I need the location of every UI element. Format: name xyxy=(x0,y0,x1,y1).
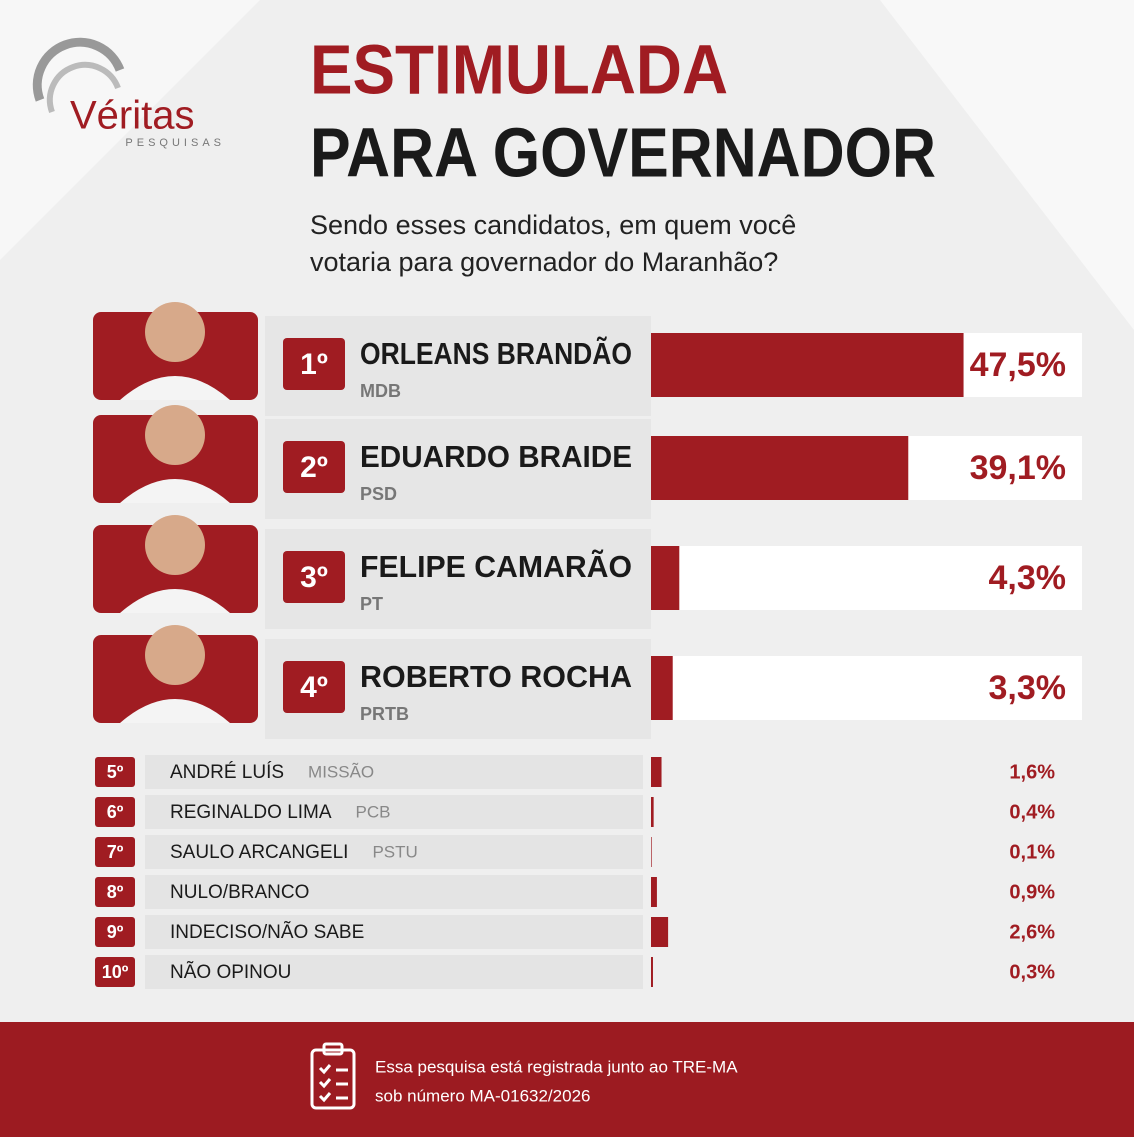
candidate-name: ANDRÉ LUÍS xyxy=(170,762,284,783)
photo-body xyxy=(120,589,230,613)
rank: 6º xyxy=(107,802,124,822)
bar xyxy=(651,333,964,397)
photo-head xyxy=(145,405,205,465)
clipboard-icon xyxy=(310,1042,356,1110)
rank-box xyxy=(283,551,345,603)
rank: 5º xyxy=(107,762,124,782)
party: MISSÃO xyxy=(308,762,374,781)
party: PSTU xyxy=(372,842,417,861)
bar xyxy=(651,436,909,500)
rank: 3º xyxy=(300,561,328,594)
rank-box xyxy=(283,661,345,713)
candidate-name: ROBERTO ROCHA xyxy=(360,659,632,694)
candidate-name: SAULO ARCANGELI xyxy=(170,842,348,863)
party: PCB xyxy=(356,802,391,821)
candidate-name: INDECISO/NÃO SABE xyxy=(170,921,364,943)
bar xyxy=(651,837,652,867)
rank-box xyxy=(95,917,135,947)
name-panel xyxy=(145,835,643,869)
photo-body xyxy=(120,699,230,723)
name-panel xyxy=(145,875,643,909)
name-panel xyxy=(145,915,643,949)
rank-box xyxy=(95,757,135,787)
photo-head xyxy=(145,515,205,575)
logo-arc xyxy=(32,37,125,102)
bar-track xyxy=(651,546,1082,610)
logo-tagline: PESQUISAS xyxy=(125,137,225,149)
rank-box xyxy=(95,837,135,867)
value-label: 4,3% xyxy=(989,559,1067,597)
footer-band xyxy=(0,1022,1134,1137)
candidate-name: NULO/BRANCO xyxy=(170,882,309,903)
rank-box xyxy=(95,877,135,907)
value-label: 3,3% xyxy=(989,669,1067,707)
background-shape xyxy=(880,0,1134,330)
logo-arc xyxy=(46,61,121,114)
bar xyxy=(651,546,680,610)
candidate-name: REGINALDO LIMA xyxy=(170,802,332,823)
footer-text: Essa pesquisa está registrada junto ao T… xyxy=(375,1057,738,1076)
rank: 9º xyxy=(107,922,124,942)
candidate-name: ORLEANS BRANDÃO xyxy=(360,336,632,371)
rank-box xyxy=(283,441,345,493)
value-label: 1,6% xyxy=(1009,761,1055,783)
value-label: 39,1% xyxy=(970,449,1066,487)
name-panel xyxy=(145,795,643,829)
rank: 10º xyxy=(102,962,129,982)
value-label: 0,9% xyxy=(1009,881,1055,903)
value-label: 2,6% xyxy=(1009,921,1055,943)
rank-box xyxy=(95,797,135,827)
candidate-name: FELIPE CAMARÃO xyxy=(360,549,632,584)
chart-title: ESTIMULADA xyxy=(310,30,728,108)
photo-head xyxy=(145,302,205,362)
rank: 1º xyxy=(300,348,328,381)
rank-box xyxy=(95,957,135,987)
bar-track xyxy=(651,656,1082,720)
bar xyxy=(651,877,657,907)
rank: 4º xyxy=(300,671,328,704)
candidate-name: NÃO OPINOU xyxy=(170,961,291,983)
value-label: 0,3% xyxy=(1009,961,1055,983)
rank: 2º xyxy=(300,451,328,484)
rank: 8º xyxy=(107,882,124,902)
candidate-name: EDUARDO BRAIDE xyxy=(360,439,632,474)
name-panel xyxy=(145,755,643,789)
name-panel xyxy=(145,955,643,989)
rank-box xyxy=(283,338,345,390)
question: votaria para governador do Maranhão? xyxy=(310,247,778,277)
photo-body xyxy=(120,376,230,400)
background-shape xyxy=(0,0,260,260)
party: MDB xyxy=(360,381,401,401)
party: PT xyxy=(360,594,383,614)
photo-body xyxy=(120,479,230,503)
bar xyxy=(651,957,653,987)
bar xyxy=(651,797,654,827)
value-label: 47,5% xyxy=(970,346,1066,384)
chart-subtitle: PARA GOVERNADOR xyxy=(310,113,936,191)
rank: 7º xyxy=(107,842,124,862)
bar xyxy=(651,917,669,947)
value-label: 0,4% xyxy=(1009,801,1055,823)
footer-text: sob número MA-01632/2026 xyxy=(375,1086,590,1105)
photo-head xyxy=(145,625,205,685)
logo-name: Véritas xyxy=(70,94,195,138)
question: Sendo esses candidatos, em quem você xyxy=(310,210,796,240)
party: PRTB xyxy=(360,704,409,724)
party: PSD xyxy=(360,484,397,504)
bar xyxy=(651,757,662,787)
logo: Véritas PESQUISAS xyxy=(32,37,225,149)
value-label: 0,1% xyxy=(1009,841,1055,863)
bar xyxy=(651,656,673,720)
